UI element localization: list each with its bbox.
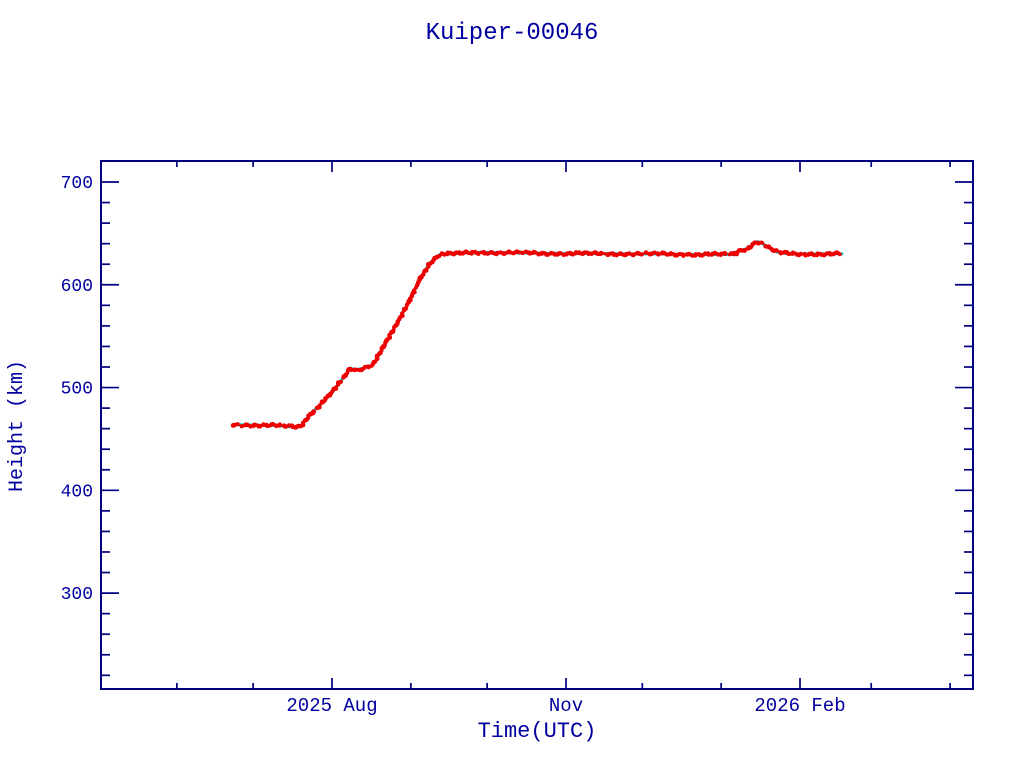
data-point <box>828 252 833 257</box>
data-point <box>349 368 354 373</box>
data-point <box>760 241 765 245</box>
data-point <box>706 252 711 257</box>
data-point <box>558 251 563 256</box>
data-point <box>798 251 804 257</box>
data-point <box>311 409 316 415</box>
tick-label-layer: 300 400 500 600 700 2025 Aug Nov 2026 Feb <box>61 174 846 717</box>
y-tick-label: 300 <box>61 585 93 605</box>
x-axis-label: Time(UTC) <box>478 719 597 744</box>
series-layer <box>230 240 844 430</box>
data-point <box>722 251 728 257</box>
x-tick-label: 2026 Feb <box>754 695 845 717</box>
y-tick-label: 700 <box>61 174 93 194</box>
data-point <box>400 311 405 316</box>
data-point <box>598 250 604 256</box>
data-point <box>815 251 820 256</box>
y-axis-label: Height (km) <box>6 360 29 492</box>
data-point <box>693 252 699 257</box>
y-tick-label: 400 <box>61 482 93 502</box>
x-tick-label: 2025 Aug <box>286 695 377 717</box>
chart-title: Kuiper-00046 <box>426 20 599 47</box>
data-point <box>475 251 481 256</box>
data-point <box>837 252 842 257</box>
x-tick-label: Nov <box>549 695 583 717</box>
y-tick-label: 500 <box>61 380 93 400</box>
data-point <box>339 379 343 384</box>
data-point <box>235 422 240 427</box>
data-point <box>803 252 808 258</box>
data-point <box>353 367 358 373</box>
data-point <box>681 253 686 258</box>
data-point <box>277 422 282 427</box>
data-point <box>520 250 525 256</box>
axes-layer <box>100 160 974 690</box>
data-point <box>640 252 645 257</box>
y-tick-label: 600 <box>61 277 93 297</box>
plot-frame <box>100 160 974 690</box>
